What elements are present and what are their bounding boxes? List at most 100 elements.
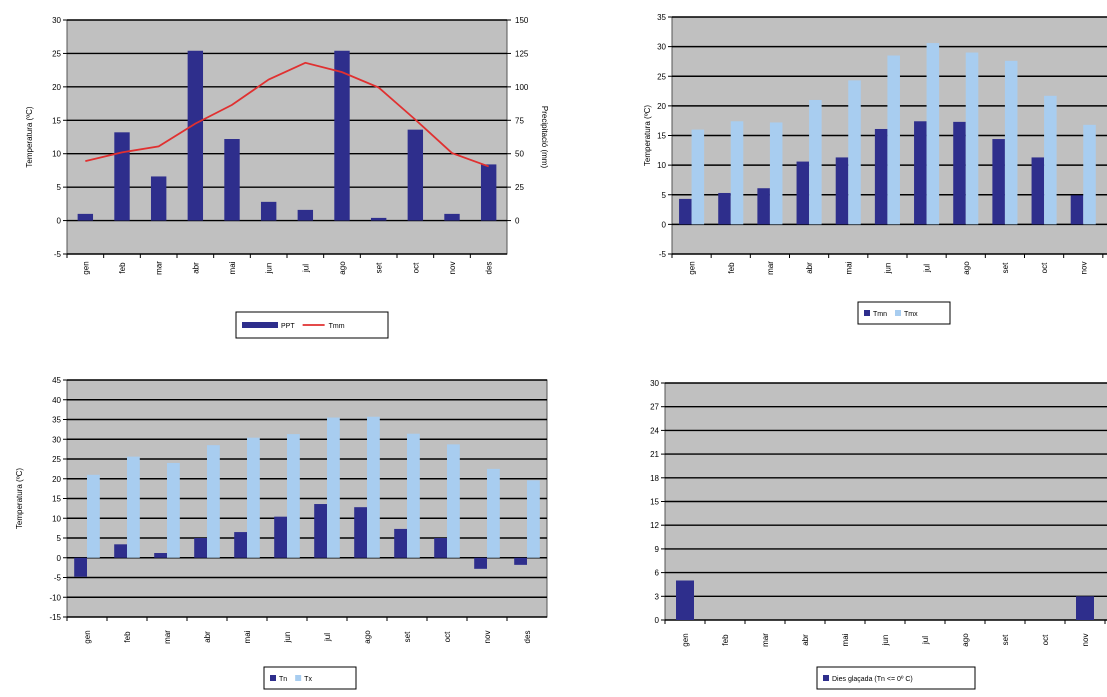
bar-tmx-gen (691, 129, 705, 225)
y-tick-label: -5 (54, 574, 62, 583)
x-tick-label: feb (721, 634, 730, 646)
x-tick-label: gen (81, 261, 90, 274)
x-tick-label: abr (203, 631, 212, 643)
x-tick-label: jun (881, 635, 890, 647)
y-axis-title: Temperatura (ºC) (643, 105, 652, 166)
legend-label: Tmx (904, 311, 918, 318)
bar-tmn-jul (914, 121, 927, 225)
y-tick-label: -10 (49, 593, 61, 602)
bar-tn-nov (474, 557, 487, 569)
legend-swatch (270, 675, 276, 681)
x-tick-label: nov (1081, 634, 1090, 647)
bar-ppt-abr (187, 50, 204, 221)
x-tick-label: gen (681, 633, 690, 646)
plot-area (66, 19, 508, 255)
bar-tn-jul (314, 504, 327, 558)
bar-tx-abr (207, 445, 220, 558)
bar-tmx-abr (809, 99, 822, 225)
y-tick-label: -5 (54, 250, 62, 259)
y-tick-label: 5 (662, 191, 667, 200)
y-tick-label: 25 (52, 455, 61, 464)
bar-tmn-set (992, 139, 1005, 225)
line-tmm (85, 61, 489, 168)
x-tick-label: feb (123, 631, 132, 643)
bar-tx-jun (287, 434, 300, 558)
chart-3: 45 40 35 30 25 20 15 10 5 0 -5 -10 -15 Temperatura (º… (15, 376, 548, 690)
legend-label: Tn (279, 676, 287, 683)
y-tick-label: 35 (657, 13, 666, 22)
bar-tn-des (514, 557, 527, 565)
bar-tmn-gen (679, 198, 692, 225)
bar-tn-ago (354, 507, 367, 558)
x-tick-label: abr (805, 262, 814, 274)
x-tick-label: mai (841, 633, 850, 646)
bar-tmx-mar (769, 122, 783, 225)
bar-ppt-oct (407, 129, 424, 221)
bar-tmx-ago (965, 52, 979, 225)
bar-tmn-jun (874, 128, 888, 225)
x-tick-label: set (1001, 634, 1010, 645)
x-tick-label: set (375, 262, 384, 273)
legend-swatch (295, 675, 302, 681)
bar-ppt-mar (150, 176, 167, 221)
y-tick-label: 30 (657, 43, 666, 52)
x-tick-label: jul (921, 636, 930, 645)
x-tick-label: abr (801, 634, 810, 646)
legend-label: Tmm (329, 323, 345, 330)
y-tick-label: 10 (52, 150, 61, 159)
legend-box (816, 666, 976, 690)
bar-tmn-nov (1070, 195, 1084, 225)
y-axis-title: Temperatura (ºC) (25, 106, 34, 167)
y2-tick-label: 0 (515, 217, 520, 226)
legend-box (857, 301, 951, 325)
bar-ppt-feb (114, 132, 130, 221)
y-tick-label: 10 (657, 161, 666, 170)
legend-label: Dies glaçada (Tn <= 0º C) (832, 676, 913, 683)
bar-tmn-mai (835, 157, 849, 225)
bar-ppt-jul (297, 209, 314, 221)
bar-tn-mai (234, 532, 247, 558)
x-tick-label: nov (483, 631, 492, 644)
bar-ppt-des (480, 164, 497, 221)
bar-tmx-jul (926, 43, 940, 225)
bar-dies-nov (1076, 596, 1094, 620)
x-tick-label: nov (448, 262, 457, 275)
bar-tx-ago (367, 416, 380, 558)
legend-box (263, 666, 357, 690)
legend-swatch (823, 675, 829, 681)
y-tick-label: -15 (49, 613, 61, 622)
bar-tn-abr (194, 538, 207, 558)
x-tick-label: jul (301, 264, 310, 273)
x-tick-label: mai (844, 261, 853, 274)
y-tick-label: 20 (52, 475, 61, 484)
y-tick-label: 35 (52, 416, 61, 425)
legend-swatch (242, 322, 278, 328)
x-tick-label: oct (1041, 634, 1050, 645)
x-tick-label: jul (923, 264, 932, 273)
bar-tx-jul (327, 417, 340, 558)
y-tick-label: 40 (52, 396, 61, 405)
y-tick-label: 25 (52, 49, 61, 58)
y-tick-label: 12 (650, 521, 659, 530)
bar-tn-jun (274, 516, 287, 558)
bar-tn-oct (434, 538, 447, 558)
x-tick-label: nov (1079, 262, 1088, 275)
x-tick-label: jun (265, 263, 274, 275)
legend-label: PPT (281, 323, 295, 330)
y2-tick-label: 150 (515, 16, 529, 25)
y-tick-label: 15 (657, 132, 666, 141)
y-tick-label: -5 (659, 250, 667, 259)
y-tick-label: 0 (57, 554, 62, 563)
x-tick-label: set (403, 631, 412, 642)
bar-tn-feb (114, 544, 127, 558)
bar-tx-des (527, 480, 540, 558)
x-tick-label: mar (766, 261, 775, 275)
bar-tn-mar (154, 553, 167, 558)
legend-swatch (864, 310, 870, 316)
y-tick-label: 30 (650, 379, 659, 388)
y2-tick-label: 125 (515, 49, 529, 58)
y-tick-label: 10 (52, 514, 61, 523)
y-tick-label: 9 (655, 545, 660, 554)
y2-tick-label: 50 (515, 150, 524, 159)
